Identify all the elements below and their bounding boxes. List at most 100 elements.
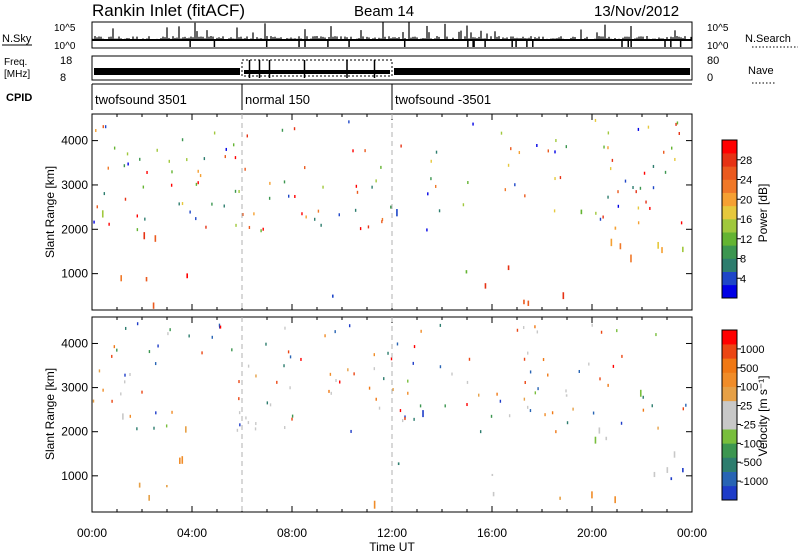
colorbar-tick-label: 28	[740, 155, 752, 167]
range-cell	[328, 389, 330, 393]
nsearch-tick-high: 10^5	[707, 23, 729, 34]
range-cell	[462, 203, 465, 207]
range-cell	[649, 206, 651, 210]
range-cell	[609, 167, 612, 171]
range-cell	[268, 196, 271, 200]
range-cell	[657, 241, 659, 249]
colorbar-tick-label: 12	[740, 234, 752, 246]
colorbar-swatch	[722, 471, 737, 487]
nsearch-tick-low: 10^0	[707, 41, 729, 52]
range-cell	[294, 194, 296, 198]
range-cell	[329, 372, 332, 376]
range-cell	[607, 146, 609, 150]
range-cell	[232, 143, 235, 147]
range-cell	[510, 147, 512, 151]
range-cell	[373, 353, 375, 357]
colorbar-tick-label: 24	[740, 175, 752, 187]
range-cell	[186, 158, 188, 162]
range-cell	[320, 223, 322, 227]
colorbar-tick-label: 16	[740, 214, 752, 226]
range-cell	[246, 134, 248, 138]
colorbar-swatch	[722, 457, 737, 472]
range-cell	[148, 350, 151, 354]
range-cell	[682, 407, 685, 411]
range-cell	[412, 361, 414, 365]
nsky-strip: N.Sky 10^5 10^0 10^5 10^0 N.Search	[2, 21, 798, 52]
range-cell	[643, 171, 646, 175]
range-cell	[317, 209, 320, 213]
range-cell	[276, 380, 278, 384]
range-cell	[387, 351, 389, 355]
range-cell	[178, 202, 180, 206]
range-cell	[364, 149, 366, 153]
range-cell	[223, 204, 225, 208]
freq-frame	[91, 55, 693, 81]
range-cell	[438, 209, 441, 213]
range-cell	[685, 403, 687, 407]
range-cell	[537, 387, 539, 391]
range-cell	[154, 235, 157, 242]
range-cell	[435, 184, 437, 188]
range-cell	[674, 157, 676, 161]
colorbar-swatch	[722, 400, 737, 416]
range-cell	[269, 403, 272, 407]
range-cell	[155, 411, 157, 415]
range-cell	[356, 190, 359, 194]
range-cell	[120, 392, 122, 396]
range-cell	[466, 403, 468, 407]
colorbar-tick-label: -500	[740, 457, 762, 469]
range-cell	[123, 164, 126, 168]
range-cell	[547, 149, 549, 153]
range-cell	[334, 330, 336, 334]
range-cell	[536, 330, 539, 334]
cpid-mode-label: twofsound 3501	[95, 92, 187, 107]
range-cell	[236, 428, 239, 432]
range-cell	[451, 372, 453, 376]
range-cell	[129, 372, 131, 376]
colorbar-swatch	[722, 330, 737, 345]
range-cell	[367, 225, 370, 229]
range-cell	[148, 494, 150, 501]
range-cell	[616, 329, 618, 333]
colorbar-swatch	[722, 372, 737, 387]
range-cell	[218, 323, 221, 327]
range-cell	[262, 227, 264, 231]
range-cell	[547, 373, 549, 377]
colorbar-swatch	[722, 415, 737, 430]
range-cell	[189, 210, 191, 214]
range-cell	[211, 202, 213, 206]
range-cell	[401, 419, 404, 423]
range-cell	[185, 426, 187, 433]
range-cell	[516, 328, 519, 332]
range-cell	[291, 414, 294, 418]
range-cell	[396, 342, 399, 346]
range-cell	[338, 213, 340, 217]
range-cell	[143, 232, 146, 240]
range-cell	[602, 215, 604, 219]
range-cell	[113, 146, 116, 150]
range-cell	[603, 145, 605, 149]
colorbar-swatch	[722, 271, 737, 286]
range-cell	[239, 423, 241, 427]
range-cell	[399, 409, 402, 413]
range-cell	[113, 345, 116, 349]
range-cell	[136, 427, 138, 431]
range-cell	[375, 397, 377, 401]
range-cell	[138, 482, 141, 488]
nave-label: Nave	[748, 65, 774, 77]
range-cell	[355, 184, 358, 188]
range-cell	[565, 145, 568, 149]
range-cell	[594, 436, 597, 444]
velocity-ylabel: Slant Range [km]	[43, 368, 57, 460]
range-cell	[655, 333, 657, 337]
range-cell	[518, 151, 521, 155]
range-cell	[102, 125, 104, 129]
colorbar-tick-label: -25	[740, 419, 756, 431]
range-cell	[553, 209, 556, 213]
range-cell	[422, 410, 424, 418]
nsky-trace	[92, 22, 692, 47]
velocity-panel: 4000 3000 2000 1000 Slant Range [km]	[43, 316, 693, 513]
range-cell	[676, 121, 679, 125]
range-cell	[614, 496, 616, 504]
